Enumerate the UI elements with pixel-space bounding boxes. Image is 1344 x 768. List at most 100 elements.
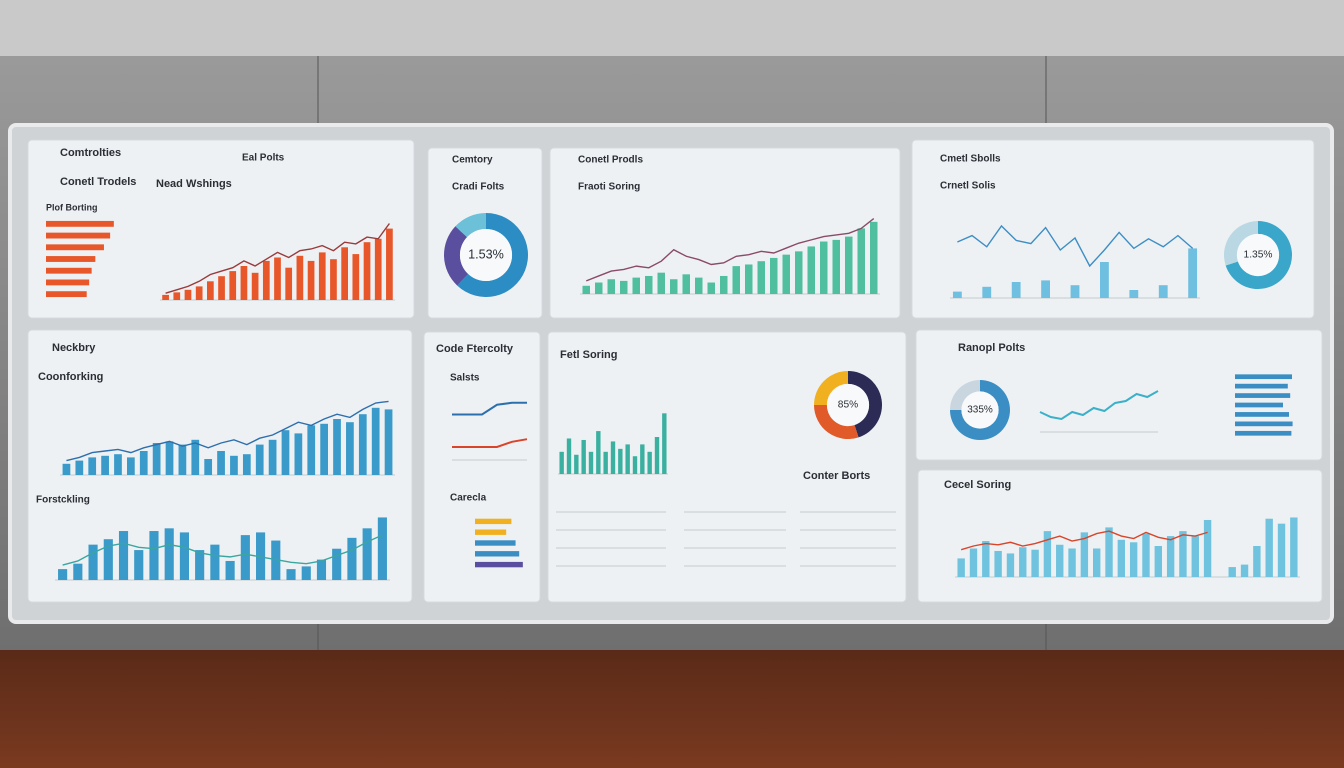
bar (240, 535, 250, 580)
bar (845, 236, 853, 294)
bar (574, 454, 579, 474)
bar (1093, 548, 1101, 577)
line (585, 218, 875, 282)
panel-text: Comtrolties (60, 147, 121, 159)
panel (423, 331, 541, 603)
bar (745, 264, 753, 294)
bar (1253, 546, 1261, 577)
bar (982, 286, 992, 298)
bar (1191, 536, 1199, 577)
bar (88, 544, 98, 580)
panel (911, 139, 1315, 319)
bar (832, 239, 840, 294)
bar (1100, 262, 1109, 298)
bar (195, 550, 205, 580)
panel-text: Fetl Soring (560, 349, 617, 361)
donut-hole (826, 383, 870, 427)
bar (374, 238, 382, 300)
bar (333, 419, 341, 475)
bar (820, 241, 828, 294)
bar (207, 281, 214, 300)
panel-text: Eal Polts (242, 153, 285, 164)
bar (640, 444, 645, 474)
bar (1235, 430, 1292, 436)
bar (58, 569, 68, 580)
bar (218, 276, 225, 300)
line (66, 400, 389, 462)
bar (316, 559, 327, 580)
bar (618, 448, 623, 474)
bar (1129, 290, 1139, 298)
bar (757, 261, 765, 294)
bar (386, 228, 393, 300)
bar (341, 247, 348, 300)
bar (1235, 374, 1292, 380)
line (165, 223, 390, 294)
bar (595, 282, 603, 294)
bar (46, 256, 96, 262)
bar (62, 463, 71, 475)
bar (582, 285, 590, 294)
bar (294, 433, 303, 475)
bar (46, 267, 92, 274)
bar (363, 242, 371, 300)
bar (320, 423, 328, 475)
bar (588, 451, 594, 474)
bar (1011, 282, 1021, 298)
panel-text: Coonforking (38, 371, 103, 383)
panel-text: Ranopl Polts (958, 342, 1025, 354)
line (1039, 390, 1159, 421)
bar (1117, 539, 1126, 577)
bar (647, 451, 652, 474)
bar (229, 271, 237, 300)
panel-text: Cradi Folts (452, 182, 505, 193)
bar (1129, 542, 1138, 577)
donut-segment (457, 213, 529, 298)
bar (178, 444, 187, 475)
bar (286, 569, 296, 580)
donut-hole (961, 391, 999, 429)
line (957, 224, 1194, 268)
bar (645, 275, 653, 294)
bar (732, 266, 740, 294)
bar (152, 443, 161, 475)
bar (707, 282, 715, 294)
panel-text: Forstckling (36, 495, 90, 506)
bar (268, 439, 277, 475)
bar (770, 257, 778, 294)
bar (362, 528, 372, 580)
bar (384, 409, 393, 475)
line (62, 534, 383, 566)
panel-text: Crnetl Solis (940, 181, 996, 192)
bar (255, 444, 264, 475)
donut-segment (950, 380, 1010, 440)
bar (225, 560, 235, 580)
bar (210, 544, 220, 580)
bar (782, 254, 790, 294)
panel-text: Cecel Soring (944, 479, 1011, 491)
panel-text: Plof Borting (46, 202, 98, 212)
bar (596, 431, 601, 474)
panels: Comtrolties Eal Polts Conetl Trodels Nead W… (27, 139, 1323, 603)
bar (274, 257, 281, 300)
donut-label: 1.53% (468, 247, 504, 261)
bar (581, 439, 586, 474)
bar (807, 246, 815, 294)
bar (240, 266, 248, 300)
bar (195, 286, 203, 300)
donut-hole (459, 228, 513, 282)
bar (632, 456, 638, 474)
bar (251, 272, 259, 300)
bar (301, 566, 311, 580)
panel-text: Cmetl Sbolls (940, 154, 1001, 165)
bar (1006, 553, 1015, 577)
donut-label: 1.35% (1244, 250, 1273, 261)
donut-segment (814, 371, 848, 405)
bar (969, 548, 978, 577)
bar (149, 531, 159, 580)
donut-label: 85% (838, 400, 858, 411)
bar (230, 455, 238, 475)
bar (1070, 285, 1080, 298)
